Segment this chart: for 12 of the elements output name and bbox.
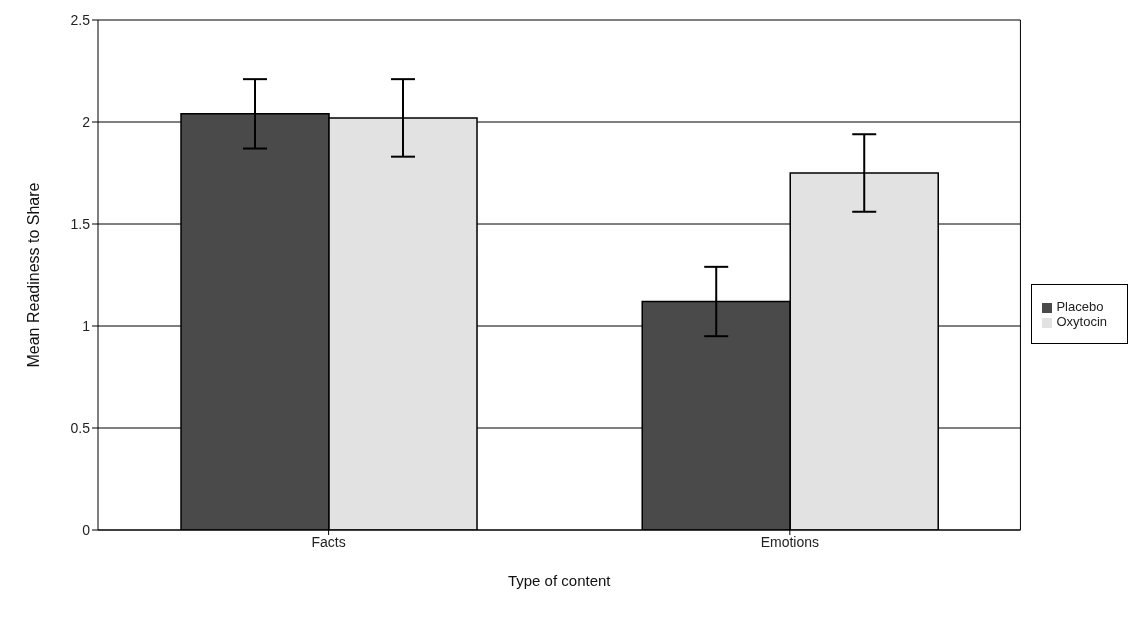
x-tick-label: Facts	[311, 533, 346, 550]
y-tick-label: 1.5	[70, 215, 91, 232]
legend-label: Placebo	[1056, 299, 1104, 314]
x-axis-title: Type of content	[507, 572, 612, 589]
y-tick-label: 2	[82, 113, 91, 130]
y-tick-label: 0.5	[70, 419, 91, 436]
y-tick-label: 1	[82, 317, 91, 334]
y-tick-label: 2.5	[70, 11, 91, 28]
y-tick-label: 0	[82, 521, 91, 538]
legend-label: Oxytocin	[1056, 314, 1107, 329]
x-tick-label: Emotions	[760, 533, 819, 550]
y-axis-title: Mean Readiness to Share	[24, 182, 42, 368]
